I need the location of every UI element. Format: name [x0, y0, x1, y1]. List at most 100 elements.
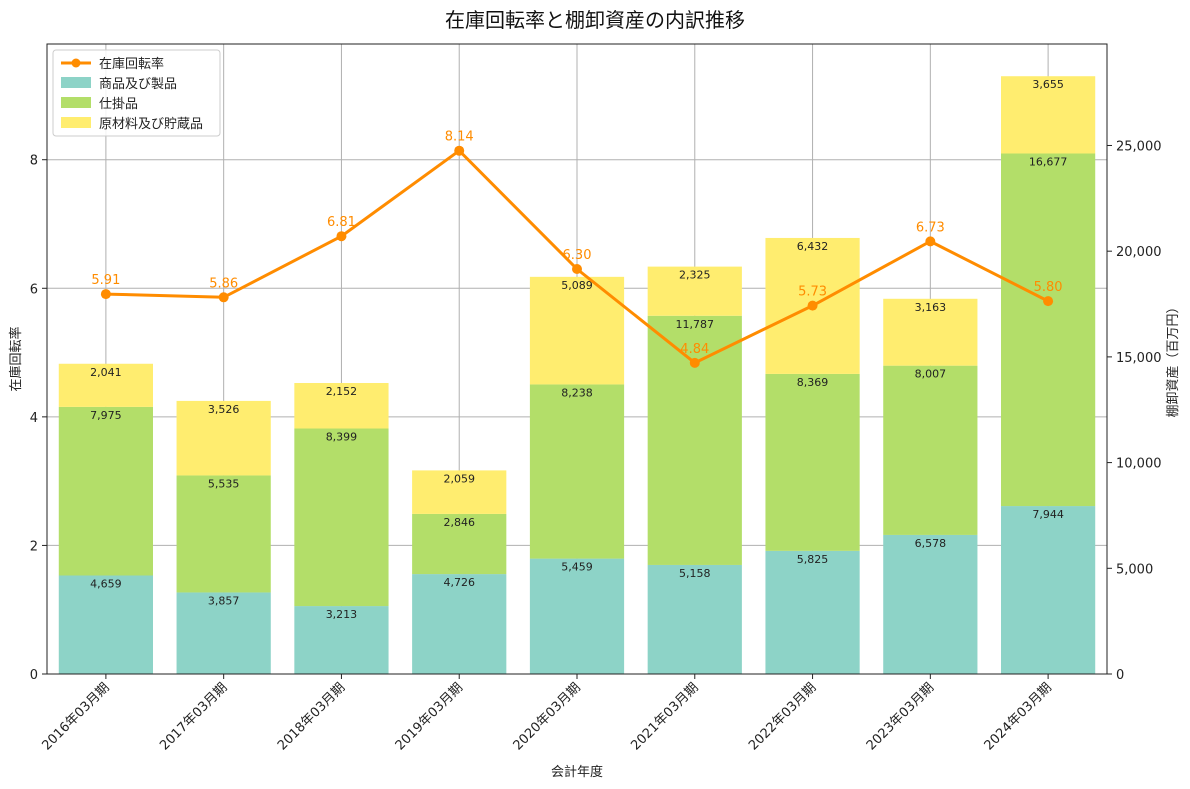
left-tick-label: 2: [30, 539, 38, 554]
bar-segment-label: 3,213: [326, 608, 358, 621]
rate-point: [336, 231, 347, 242]
bar-segment-label: 6,432: [797, 240, 829, 253]
bar-segment-label: 4,726: [443, 576, 475, 589]
chart-title: 在庫回転率と棚卸資産の内訳推移: [445, 8, 745, 32]
right-tick-label: 5,000: [1116, 562, 1153, 577]
bar-segment: [529, 558, 625, 674]
right-axis: 0 5,000 10,000 15,000 20,000 25,000: [1107, 139, 1162, 683]
bar-segment-label: 8,399: [326, 431, 358, 444]
bar-segment-label: 5,459: [561, 561, 593, 574]
bar-segment-label: 8,238: [561, 386, 593, 399]
left-tick-label: 4: [30, 411, 38, 426]
bar-segment: [58, 575, 153, 674]
bar-segment: [294, 606, 389, 674]
bar-segment: [412, 470, 507, 514]
bar-segment-label: 5,825: [797, 553, 829, 566]
left-tick-label: 0: [30, 668, 38, 683]
bar-segment-label: 3,857: [208, 594, 240, 607]
bar-segment: [883, 365, 978, 535]
x-tick-label: 2021年03月期: [628, 680, 701, 753]
left-axis-title: 在庫回転率: [8, 326, 24, 391]
bar-segment: [647, 564, 742, 674]
bar-segment: [176, 400, 271, 476]
bar-segment-label: 11,787: [676, 318, 715, 331]
bar-segment: [883, 298, 978, 366]
bar-segment: [412, 513, 507, 575]
right-tick-label: 25,000: [1116, 139, 1162, 154]
bar-segment: [294, 428, 389, 607]
x-tick-label: 2017年03月期: [157, 680, 230, 753]
left-tick-label: 8: [30, 154, 38, 169]
legend-label: 商品及び製品: [99, 77, 177, 92]
bar-segment-label: 3,163: [915, 301, 947, 314]
x-tick-label: 2020年03月期: [511, 680, 584, 753]
rate-point: [218, 292, 229, 303]
bar-segment-label: 7,944: [1032, 508, 1064, 521]
bar-segment: [647, 315, 742, 565]
rate-label: 5.86: [209, 276, 238, 291]
x-tick-label: 2019年03月期: [393, 680, 466, 753]
bar-segment-label: 5,089: [561, 279, 593, 292]
bar-segment-label: 2,846: [443, 516, 475, 529]
rate-label: 8.14: [445, 130, 474, 145]
rate-label: 6.73: [916, 220, 945, 235]
bar-segment: [176, 475, 271, 593]
bar-segment: [647, 266, 742, 316]
rate-label: 6.81: [327, 215, 356, 230]
bar-segment: [1001, 153, 1096, 507]
x-tick-label: 2016年03月期: [39, 680, 112, 753]
legend-swatch: [61, 117, 91, 128]
bar-segment-label: 2,041: [90, 366, 122, 379]
segment-labels: 4,659 7,975 2,041 3,857 5,535 3,526 3,213 8,399…: [90, 78, 1067, 621]
bar-segment-label: 2,059: [443, 472, 475, 485]
legend-label: 原材料及び貯蔵品: [99, 117, 203, 132]
left-axis: 0 2 4 6 8: [30, 154, 47, 683]
rate-point: [807, 300, 818, 311]
x-axis-title: 会計年度: [551, 764, 603, 780]
right-tick-label: 0: [1116, 668, 1124, 683]
bar-segment: [1001, 76, 1096, 154]
right-tick-label: 10,000: [1116, 457, 1162, 472]
x-axis: 2016年03月期 2017年03月期 2018年03月期 2019年03月期 2020…: [39, 674, 1055, 754]
rate-point: [689, 357, 700, 368]
x-tick-label: 2022年03月期: [746, 680, 819, 753]
bar-segment: [1001, 506, 1096, 674]
rate-point: [100, 289, 111, 300]
legend-label: 在庫回転率: [99, 56, 164, 72]
bar-segment-label: 3,526: [208, 403, 240, 416]
bar-segment-label: 6,578: [915, 537, 947, 550]
bar-segment-label: 8,007: [915, 368, 947, 381]
bar-segment: [529, 276, 625, 385]
rate-point: [572, 264, 582, 274]
rate-label: 5.80: [1034, 280, 1063, 295]
legend-label: 仕掛品: [99, 97, 138, 112]
x-tick-label: 2018年03月期: [275, 680, 348, 753]
bar-segment-label: 3,655: [1032, 78, 1064, 91]
rate-label: 5.91: [91, 273, 120, 288]
bar-segment-label: 4,659: [90, 578, 122, 591]
bar-segment: [58, 363, 153, 407]
rate-line: 5.91 5.86 6.81 8.14 6.30 4.84 5.73 6.73 5.80: [91, 130, 1063, 368]
bar-segment-label: 7,975: [90, 409, 122, 422]
bar-segment-label: 2,152: [326, 385, 358, 398]
x-tick-label: 2024年03月期: [982, 680, 1055, 753]
rate-label: 5.73: [798, 285, 827, 300]
bar-segment-label: 16,677: [1029, 155, 1068, 168]
bars: [58, 76, 1096, 674]
bar-segment-label: 2,325: [679, 269, 711, 282]
rate-label: 4.84: [680, 342, 709, 357]
right-tick-label: 15,000: [1116, 351, 1162, 366]
right-tick-label: 20,000: [1116, 245, 1162, 260]
x-tick-label: 2023年03月期: [864, 680, 937, 753]
bar-segment: [529, 384, 625, 559]
legend-line-marker: [71, 58, 81, 68]
bar-segment: [294, 383, 389, 429]
bar-segment: [176, 592, 271, 674]
rate-point: [925, 236, 936, 247]
bar-segment: [58, 406, 153, 576]
rate-label: 6.30: [563, 248, 592, 263]
bar-segment-label: 8,369: [797, 376, 829, 389]
bar-segment: [883, 534, 978, 674]
